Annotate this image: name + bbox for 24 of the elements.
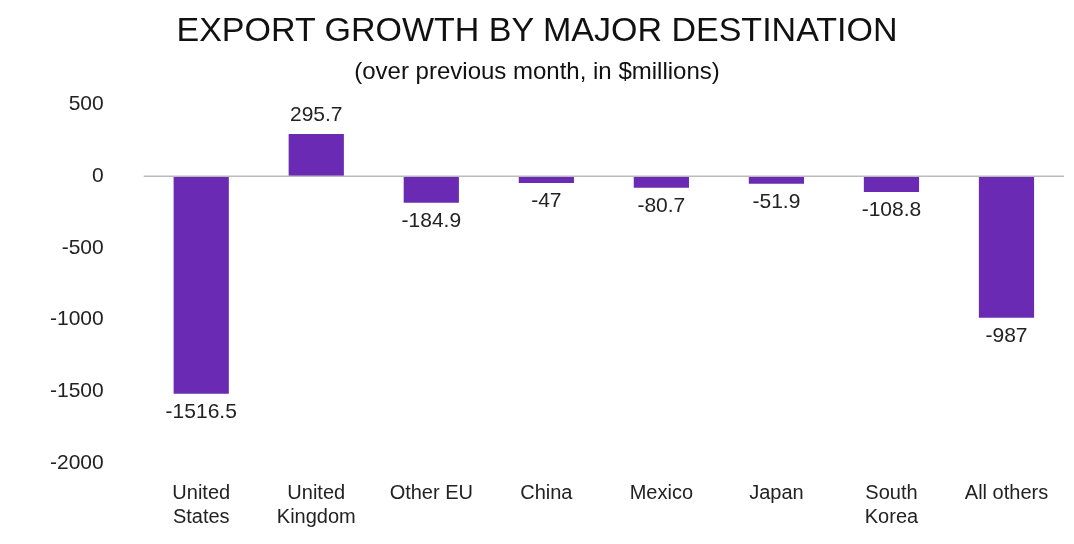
x-tick-label: Mexico [629, 480, 694, 503]
x-tick-label: United States [172, 480, 231, 527]
chart-subtitle: (over previous month, in $millions) [354, 56, 720, 84]
x-tick-label: All others [964, 480, 1049, 503]
data-label: -184.9 [401, 208, 462, 232]
data-label: 295.7 [289, 102, 343, 126]
x-tick-label: United Kingdom [276, 480, 356, 527]
x-tick-label: South Korea [864, 480, 919, 527]
y-tick-label: -1500 [49, 378, 104, 402]
data-label: -80.7 [637, 193, 686, 217]
y-tick-label: -1000 [49, 306, 104, 330]
y-tick-label: 500 [68, 91, 104, 115]
y-tick-label: -2000 [49, 449, 104, 473]
data-label: -987 [985, 323, 1028, 347]
data-label: -47 [531, 188, 562, 212]
x-tick-label: China [520, 480, 574, 503]
chart-title: EXPORT GROWTH BY MAJOR DESTINATION [176, 9, 898, 48]
x-tick-label: Other EU [389, 480, 473, 503]
data-label: -51.9 [752, 189, 801, 213]
y-tick-label: 0 [92, 163, 104, 187]
data-label: -1516.5 [165, 398, 237, 422]
x-tick-label: Japan [749, 480, 804, 503]
y-tick-label: -500 [61, 234, 104, 258]
data-label: -108.8 [861, 197, 922, 221]
